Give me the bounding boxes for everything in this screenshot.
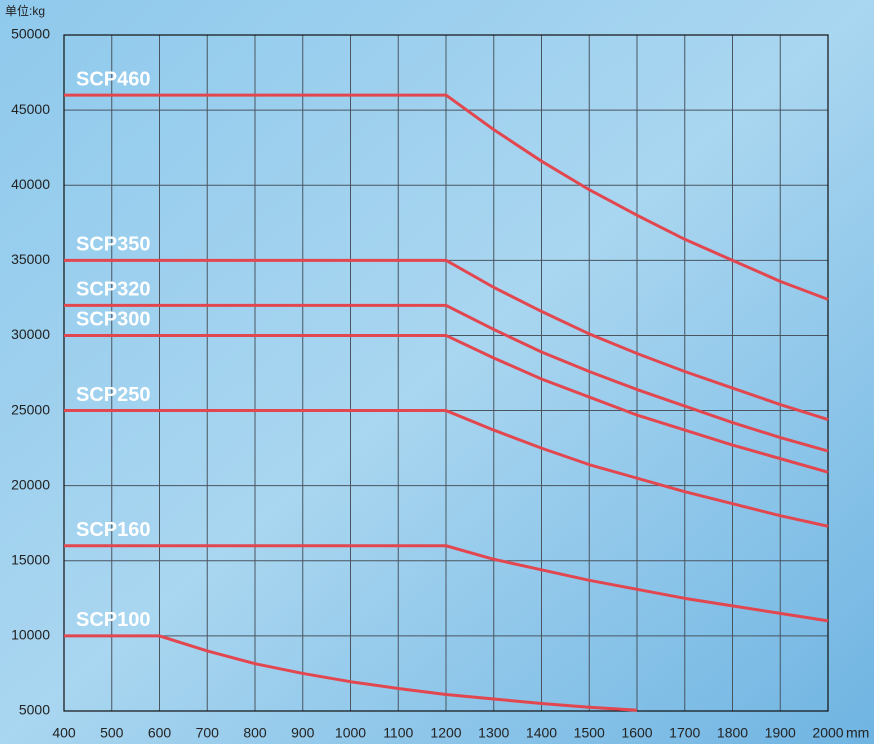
x-tick-label: 2000	[812, 725, 843, 741]
x-tick-label: 1100	[383, 725, 413, 741]
x-tick-label: 1200	[430, 725, 461, 741]
x-tick-label: 900	[291, 725, 315, 741]
x-tick-label: 1600	[621, 725, 652, 741]
x-tick-label: 500	[100, 725, 124, 741]
y-tick-label: 30000	[11, 326, 50, 342]
series-line	[64, 303, 829, 453]
series-label: SCP320	[76, 279, 151, 301]
series-line	[64, 634, 638, 712]
series-line	[64, 93, 829, 301]
x-tick-label: 800	[243, 725, 267, 741]
series-line	[64, 258, 829, 421]
series-label: SCP160	[76, 519, 151, 541]
x-tick-label: 400	[52, 725, 76, 741]
plot-border	[63, 34, 829, 712]
series-label: SCP250	[76, 384, 151, 406]
x-tick-label: 1500	[574, 725, 605, 741]
series-label: SCP460	[76, 68, 151, 90]
x-tick-label: 1400	[526, 725, 557, 741]
y-tick-label: 5000	[19, 702, 50, 718]
x-tick-label: 1300	[478, 725, 509, 741]
unit-label: 单位:kg	[5, 3, 45, 18]
series-label: SCP300	[76, 309, 151, 331]
x-unit-label: mm	[846, 725, 869, 741]
series-line	[64, 544, 829, 623]
y-tick-label: 40000	[11, 176, 50, 192]
x-tick-label: 1700	[669, 725, 700, 741]
series-line	[64, 409, 829, 528]
x-tick-label: 700	[196, 725, 220, 741]
y-tick-label: 50000	[11, 26, 50, 42]
series-label: SCP100	[76, 609, 151, 631]
y-tick-label: 20000	[11, 476, 50, 492]
x-tick-label: 1800	[717, 725, 748, 741]
y-tick-label: 45000	[11, 101, 50, 117]
y-tick-label: 35000	[11, 251, 50, 267]
y-tick-label: 15000	[11, 551, 50, 567]
x-tick-label: 600	[148, 725, 172, 741]
series-line	[64, 333, 829, 474]
y-tick-label: 25000	[11, 401, 50, 417]
x-tick-label: 1900	[765, 725, 796, 741]
x-tick-label: 1000	[335, 725, 366, 741]
series-label: SCP350	[76, 234, 151, 256]
y-tick-label: 10000	[11, 627, 50, 643]
